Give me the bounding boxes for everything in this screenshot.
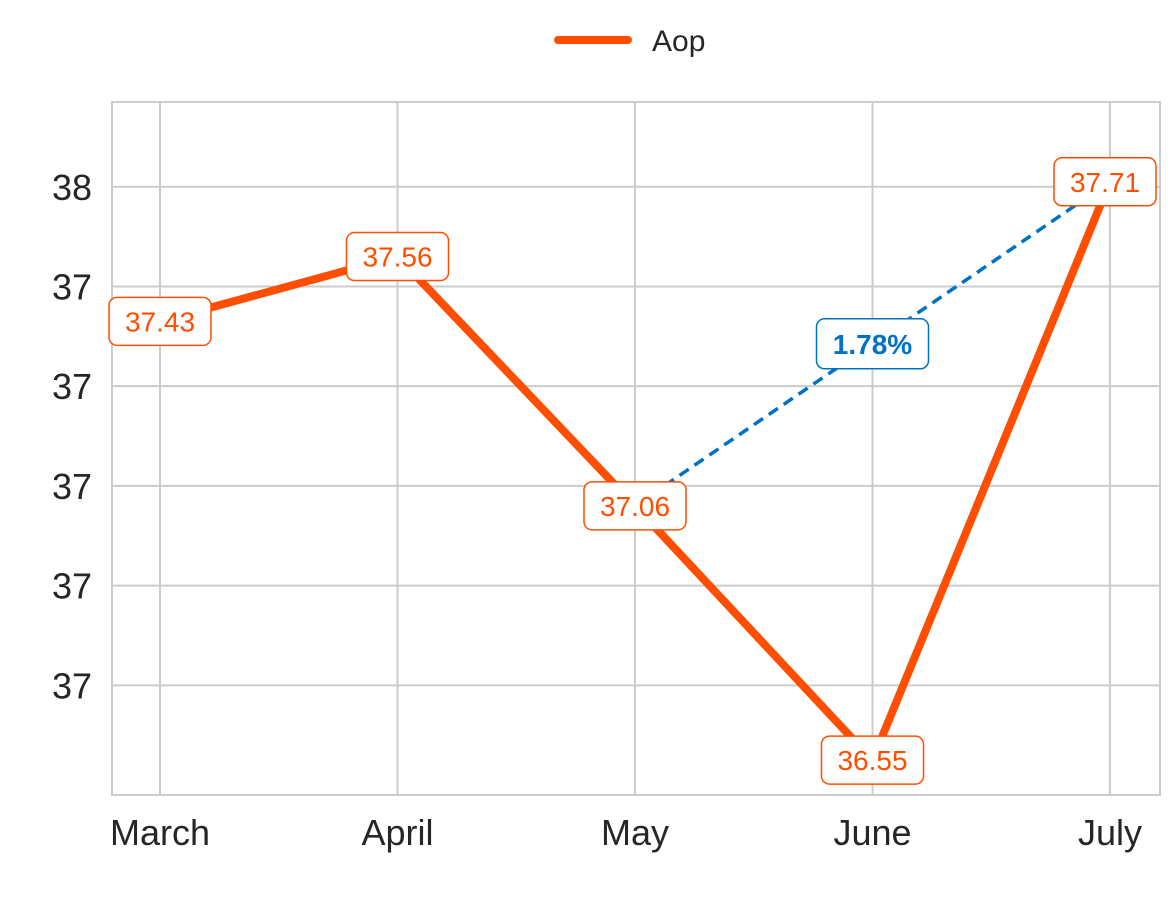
x-tick-label: June xyxy=(833,812,911,853)
x-tick-label: April xyxy=(361,812,433,853)
data-label-box xyxy=(345,231,450,282)
grid xyxy=(112,102,1160,795)
change-badge xyxy=(815,318,930,370)
data-label-box xyxy=(1053,157,1157,207)
data-label: 37.06 xyxy=(600,491,670,522)
data-label-box xyxy=(108,296,212,347)
x-axis: March April May June July xyxy=(110,812,1142,853)
data-label-box xyxy=(583,481,687,531)
data-label: 37.71 xyxy=(1070,167,1140,198)
data-label: 37.56 xyxy=(362,242,432,273)
y-tick-label: 37 xyxy=(52,566,92,607)
x-tick-label: March xyxy=(110,812,210,853)
x-tick-label: July xyxy=(1078,812,1142,853)
y-tick-label: 37 xyxy=(52,665,92,706)
change-line xyxy=(634,180,1111,508)
legend[interactable]: Aop xyxy=(554,25,705,58)
change-percent-label: 1.78% xyxy=(833,329,912,360)
legend-label-aop: Aop xyxy=(652,25,705,58)
y-tick-label: 37 xyxy=(52,466,92,507)
x-tick-label: May xyxy=(601,812,669,853)
data-label-box xyxy=(820,735,925,785)
change-annotation: 1.78% xyxy=(634,180,1111,508)
y-axis: 37 37 37 37 37 38 xyxy=(52,167,92,707)
data-label: 36.55 xyxy=(837,745,907,776)
data-label: 37.43 xyxy=(125,306,195,337)
data-labels: 37.43 37.56 37.06 36.55 37.71 xyxy=(108,157,1157,785)
y-tick-label: 38 xyxy=(52,167,92,208)
plot-frame xyxy=(111,101,1161,796)
y-tick-label: 37 xyxy=(52,266,92,307)
y-tick-label: 37 xyxy=(52,366,92,407)
